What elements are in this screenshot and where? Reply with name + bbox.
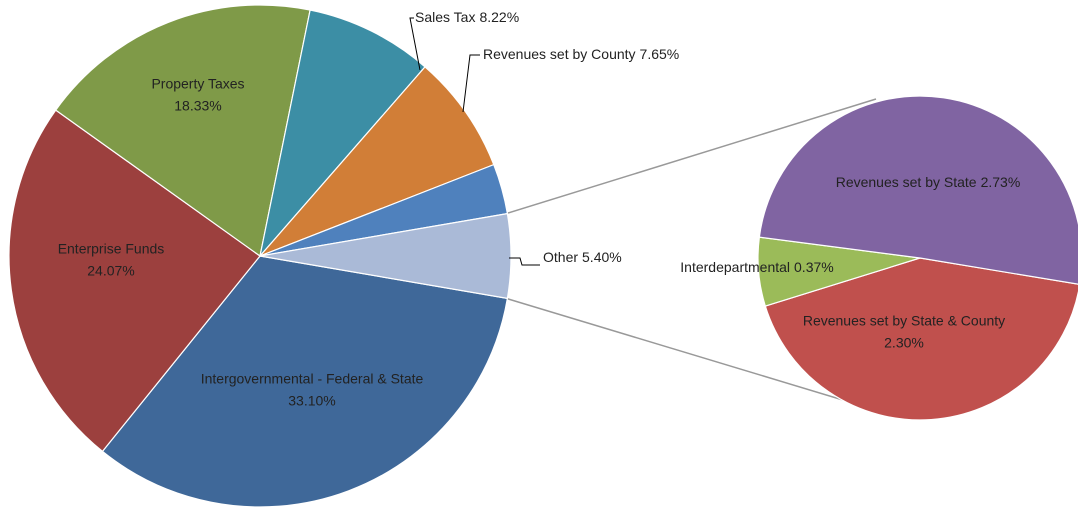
connector-line (504, 297, 877, 411)
slice-label: Interdepartmental (680, 259, 790, 275)
pie-slice (54, 4, 311, 258)
leader-line (509, 257, 540, 266)
pie-slice (8, 109, 261, 453)
slice-value-label: 0.37% (794, 259, 834, 275)
leader-line (462, 54, 480, 113)
slice-label: Property Taxes (151, 76, 244, 92)
slice-label-group: Revenues set by County 7.65% (483, 46, 679, 62)
slice-label: Revenues set by County (483, 46, 636, 62)
pie-slice (758, 95, 1078, 285)
slice-label: Sales Tax (415, 9, 475, 25)
slice-value-label: 33.10% (288, 393, 335, 409)
slice-value-label: 18.33% (174, 98, 221, 114)
slice-label: Intergovernmental - Federal & State (201, 371, 424, 387)
slice-value-label: 5.40% (582, 249, 622, 265)
slice-label-group: Sales Tax 8.22% (415, 9, 519, 25)
pie-slice (259, 66, 495, 257)
pie-slice (259, 212, 512, 300)
leader-line (409, 17, 421, 71)
pie-slice (764, 257, 1078, 421)
slice-label-group: Interdepartmental 0.37% (680, 259, 833, 275)
slice-value-label: 7.65% (640, 46, 680, 62)
slice-label: Revenues set by State & County (803, 313, 1005, 329)
slice-label: Other (543, 249, 578, 265)
slice-label: Enterprise Funds (58, 241, 165, 257)
slice-label-group: Revenues set by State 2.73% (836, 174, 1021, 190)
slice-value-label: 8.22% (479, 9, 519, 25)
slice-value-label: 2.73% (981, 174, 1021, 190)
slice-label-group: Other 5.40% (543, 249, 622, 265)
slice-label: Revenues set by State (836, 174, 977, 190)
slice-value-label: 24.07% (87, 263, 134, 279)
connector-line (507, 98, 877, 214)
pie-slice (258, 9, 426, 259)
slice-value-label: 2.30% (884, 335, 924, 351)
pie-slice (101, 255, 509, 508)
